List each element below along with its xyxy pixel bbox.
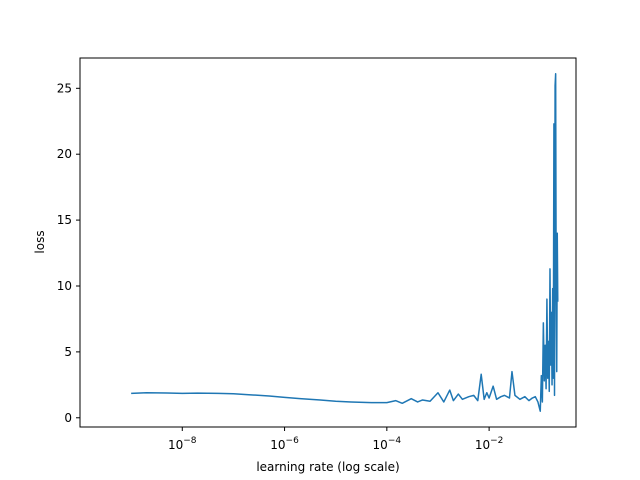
- y-tick-label: 5: [64, 345, 72, 359]
- loss-series-line-0: [131, 73, 559, 412]
- x-tick-label-exponent: −4: [388, 436, 402, 446]
- x-tick-label: 10−2: [475, 436, 504, 452]
- x-tick-label: 10−8: [168, 436, 197, 452]
- y-tick-label: 10: [57, 279, 72, 293]
- x-tick-label-base: 10: [475, 438, 490, 452]
- x-tick-label-exponent: −8: [183, 436, 197, 446]
- x-tick-label: 10−4: [373, 436, 402, 452]
- y-tick-label: 15: [57, 213, 72, 227]
- x-axis-ticks: 10−8 10−6 10−4 10−2: [168, 427, 503, 452]
- y-tick-label: 0: [64, 411, 72, 425]
- y-tick-label: 20: [57, 147, 72, 161]
- y-axis-ticks: 0 5 10 15 20 25: [57, 81, 80, 425]
- x-tick-label-base: 10: [168, 438, 183, 452]
- x-tick-label-base: 10: [373, 438, 388, 452]
- y-tick-label: 25: [57, 81, 72, 95]
- plot-frame: [79, 57, 577, 428]
- x-tick-label-exponent: −6: [286, 436, 300, 446]
- x-tick-label: 10−6: [270, 436, 299, 452]
- x-axis-label: learning rate (log scale): [256, 460, 399, 474]
- x-tick-label-exponent: −2: [490, 436, 503, 446]
- y-axis-label: loss: [33, 230, 47, 253]
- series-layer: [131, 73, 559, 412]
- x-tick-label-base: 10: [270, 438, 285, 452]
